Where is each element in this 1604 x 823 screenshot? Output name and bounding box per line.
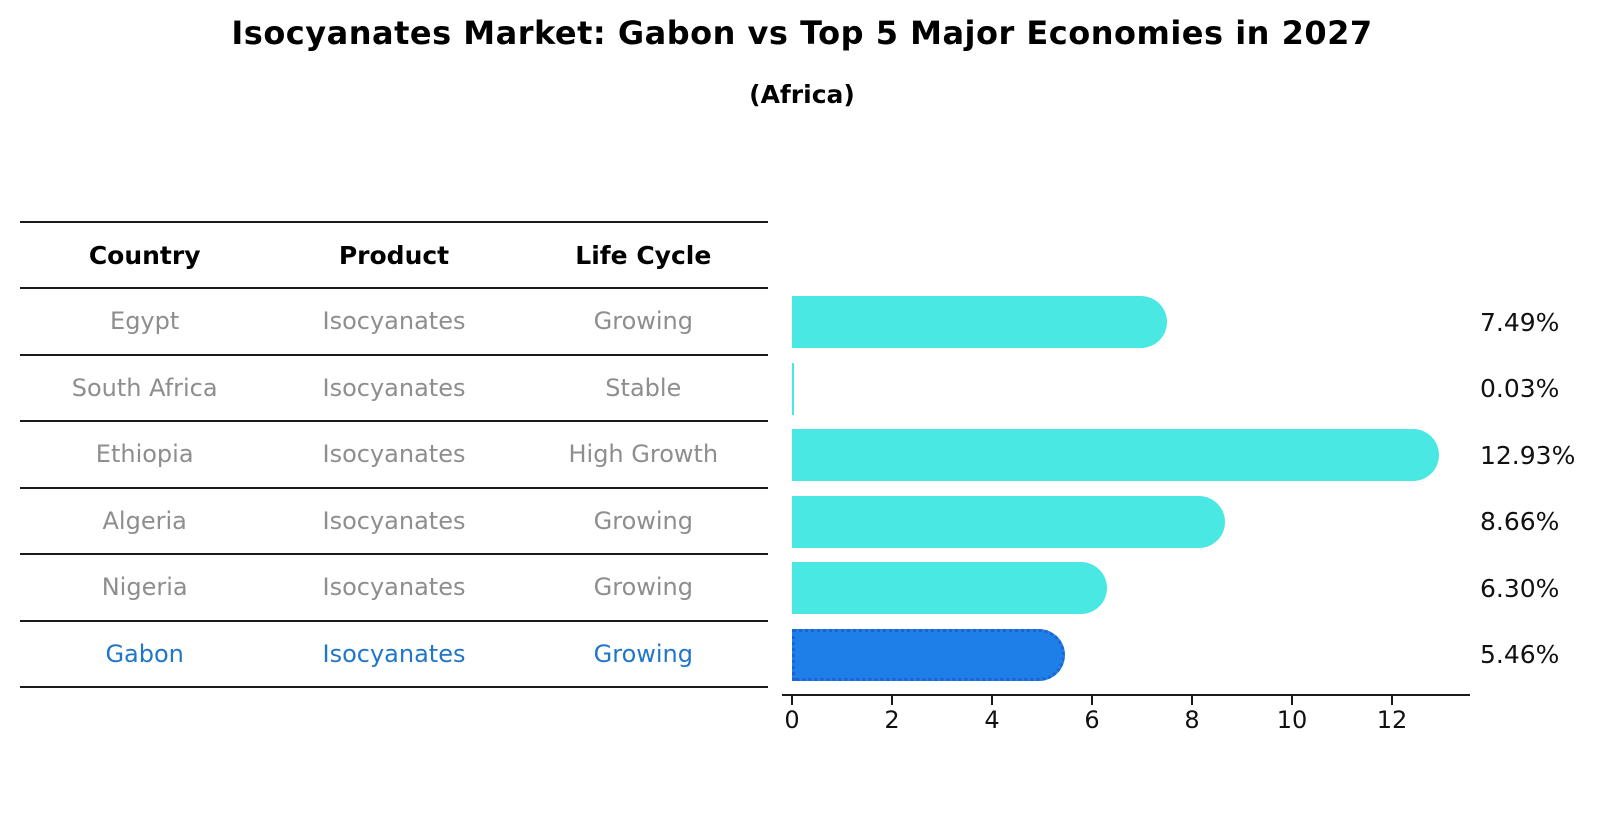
value-label-gabon: 5.46% xyxy=(1480,640,1560,670)
cell-product: Isocyanates xyxy=(322,373,466,402)
cell-life-cycle: Growing xyxy=(593,506,693,535)
cell-country: Ethiopia xyxy=(95,440,194,469)
table-row-nigeria: Nigeria Isocyanates Growing xyxy=(20,555,768,622)
table-row-gabon: Gabon Isocyanates Growing xyxy=(20,622,768,688)
cell-country: Nigeria xyxy=(101,573,188,602)
bar-row-nigeria xyxy=(792,555,1482,622)
cell-country: Egypt xyxy=(110,307,180,336)
cell-life-cycle: Growing xyxy=(593,307,693,336)
x-tick-label-10: 10 xyxy=(1276,706,1308,734)
cell-product: Isocyanates xyxy=(322,639,466,668)
bar-ethiopia xyxy=(792,429,1439,482)
cell-life-cycle: Stable xyxy=(605,373,682,402)
table-header-row: Country Product Life Cycle xyxy=(20,223,768,289)
cell-country: Gabon xyxy=(105,639,184,668)
cell-life-cycle: High Growth xyxy=(568,440,719,469)
value-label-algeria: 8.66% xyxy=(1480,507,1560,537)
bar-egypt xyxy=(792,296,1167,349)
table-header-cell-life-cycle: Life Cycle xyxy=(575,240,712,270)
cell-life-cycle: Growing xyxy=(593,639,693,668)
table-row-egypt: Egypt Isocyanates Growing xyxy=(20,289,768,356)
x-tick-0 xyxy=(791,696,793,705)
table-row-ethiopia: Ethiopia Isocyanates High Growth xyxy=(20,422,768,489)
x-axis-line xyxy=(782,694,1470,696)
cell-country: South Africa xyxy=(71,373,218,402)
value-label-egypt: 7.49% xyxy=(1480,307,1560,337)
value-label-ethiopia: 12.93% xyxy=(1480,440,1576,470)
bar-row-algeria xyxy=(792,489,1482,556)
table-header-cell-country: Country xyxy=(88,240,201,270)
bar-algeria xyxy=(792,495,1225,548)
bar-nigeria xyxy=(792,562,1107,615)
cell-product: Isocyanates xyxy=(322,440,466,469)
cell-product: Isocyanates xyxy=(322,506,466,535)
country-table: Country Product Life Cycle Egypt Isocyanate… xyxy=(20,221,768,688)
x-tick-label-2: 2 xyxy=(884,706,900,734)
cell-product: Isocyanates xyxy=(322,307,466,336)
bar-plot-area xyxy=(792,289,1482,688)
x-tick-8 xyxy=(1191,696,1193,705)
table-header-cell-product: Product xyxy=(338,240,450,270)
bar-row-gabon xyxy=(792,622,1482,689)
x-tick-label-4: 4 xyxy=(984,706,1000,734)
x-tick-4 xyxy=(991,696,993,705)
x-tick-label-0: 0 xyxy=(784,706,800,734)
value-label-column: 7.49% 0.03% 12.93% 8.66% 6.30% 5.46% xyxy=(1480,289,1600,688)
x-tick-10 xyxy=(1291,696,1293,705)
chart-title: Isocyanates Market: Gabon vs Top 5 Major… xyxy=(231,14,1373,52)
bar-row-ethiopia xyxy=(792,422,1482,489)
x-tick-label-8: 8 xyxy=(1184,706,1200,734)
x-tick-6 xyxy=(1091,696,1093,705)
table-row-south-africa: South Africa Isocyanates Stable xyxy=(20,356,768,422)
cell-country: Algeria xyxy=(102,506,187,535)
cell-product: Isocyanates xyxy=(322,573,466,602)
bar-row-south-africa xyxy=(792,356,1482,423)
bar-row-egypt xyxy=(792,289,1482,356)
table-row-algeria: Algeria Isocyanates Growing xyxy=(20,489,768,555)
value-label-south-africa: 0.03% xyxy=(1480,374,1560,404)
value-label-nigeria: 6.30% xyxy=(1480,573,1560,603)
x-tick-label-6: 6 xyxy=(1084,706,1100,734)
bar-gabon xyxy=(792,628,1065,681)
x-tick-2 xyxy=(891,696,893,705)
bar-south-africa xyxy=(792,362,794,415)
x-tick-label-12: 12 xyxy=(1376,706,1408,734)
chart-subtitle: (Africa) xyxy=(749,80,855,109)
cell-life-cycle: Growing xyxy=(593,573,693,602)
x-tick-12 xyxy=(1391,696,1393,705)
